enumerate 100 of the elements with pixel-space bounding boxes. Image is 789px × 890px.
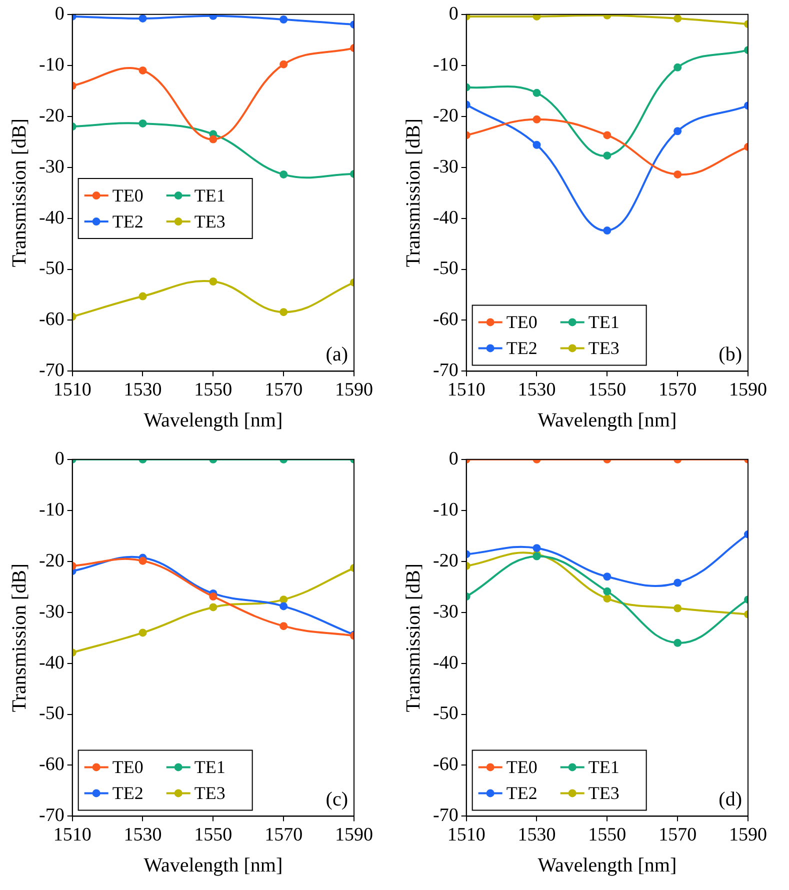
x-tick-label: 1510 <box>53 380 92 401</box>
x-axis-title: Wavelength [nm] <box>144 854 283 876</box>
point <box>532 140 541 149</box>
x-tick-label: 1570 <box>658 824 697 846</box>
y-tick-label: -40 <box>433 207 458 228</box>
x-tick-label: 1530 <box>124 824 162 846</box>
y-tick-label: 0 <box>54 448 64 470</box>
y-tick-label: -70 <box>433 360 458 382</box>
x-tick-label: 1510 <box>447 824 486 846</box>
x-tick-label: 1510 <box>447 380 486 401</box>
point <box>138 119 147 128</box>
point <box>138 292 147 300</box>
y-tick-label: -10 <box>39 54 64 76</box>
point <box>532 544 541 552</box>
annotation: (a) <box>326 343 348 366</box>
x-tick-label: 1530 <box>518 380 556 401</box>
x-tick-label: 1550 <box>194 824 232 846</box>
x-tick-label: 1530 <box>518 824 556 846</box>
legend-label: TE3 <box>588 782 620 803</box>
legend-label: TE0 <box>506 312 538 332</box>
y-tick-label: -60 <box>433 309 458 330</box>
y-tick-label: -30 <box>39 601 64 622</box>
x-tick-label: 1530 <box>124 380 162 401</box>
y-tick-label: -70 <box>433 805 458 826</box>
x-axis-title: Wavelength [nm] <box>144 409 283 432</box>
y-tick-label: -50 <box>433 703 458 724</box>
y-tick-label: -10 <box>433 54 458 76</box>
x-tick-label: 1570 <box>264 824 303 846</box>
y-tick-label: -10 <box>433 499 458 520</box>
y-axis-title: Transmission [dB] <box>8 563 30 712</box>
x-tick-label: 1550 <box>588 380 626 401</box>
y-tick-label: 0 <box>54 3 64 24</box>
point <box>209 603 218 612</box>
point <box>532 88 541 97</box>
point <box>674 604 682 612</box>
point <box>138 14 147 22</box>
legend-label: TE1 <box>588 312 620 332</box>
legend-label: TE1 <box>588 756 620 777</box>
legend-label: TE0 <box>112 185 144 206</box>
point <box>209 135 218 144</box>
legend-label: TE0 <box>506 756 538 777</box>
point <box>209 592 218 601</box>
point <box>532 115 541 124</box>
x-tick-label: 1510 <box>53 824 92 846</box>
point <box>138 556 147 565</box>
y-axis-title: Transmission [dB] <box>402 118 424 268</box>
y-tick-label: -20 <box>433 550 458 572</box>
legend-label: TE2 <box>112 211 144 232</box>
y-tick-label: -40 <box>39 652 64 674</box>
x-tick-label: 1590 <box>729 380 767 401</box>
y-tick-label: 0 <box>448 3 458 24</box>
y-tick-label: -70 <box>39 360 64 382</box>
y-tick-label: -50 <box>433 258 458 280</box>
legend-label: TE3 <box>194 211 226 232</box>
legend-label: TE2 <box>506 338 538 358</box>
x-tick-label: 1550 <box>588 824 626 846</box>
point <box>674 170 682 178</box>
point <box>674 638 682 647</box>
point <box>603 572 612 581</box>
y-tick-label: -50 <box>39 258 64 280</box>
point <box>280 622 288 630</box>
y-tick-label: 0 <box>448 448 458 470</box>
x-axis-title: Wavelength [nm] <box>538 854 677 876</box>
point <box>138 628 147 637</box>
y-tick-label: -60 <box>433 754 458 776</box>
y-tick-label: -30 <box>433 601 458 622</box>
y-tick-label: -20 <box>39 105 64 126</box>
x-tick-label: 1570 <box>264 380 303 401</box>
point <box>280 308 288 316</box>
annotation: (b) <box>718 343 742 366</box>
annotation: (d) <box>718 788 742 810</box>
y-tick-label: -40 <box>39 207 64 228</box>
point <box>603 152 612 160</box>
point <box>603 587 612 596</box>
point <box>532 14 541 20</box>
point <box>280 602 288 610</box>
y-tick-label: -70 <box>39 805 64 826</box>
x-tick-label: 1590 <box>335 824 373 846</box>
y-tick-label: -20 <box>433 105 458 126</box>
y-tick-label: -30 <box>39 156 64 178</box>
point <box>280 60 288 68</box>
y-tick-label: -50 <box>39 703 64 724</box>
legend-label: TE2 <box>506 782 538 803</box>
y-axis-title: Transmission [dB] <box>8 118 30 268</box>
point <box>209 277 218 286</box>
annotation: (c) <box>326 788 348 810</box>
y-tick-label: -20 <box>39 550 64 572</box>
point <box>280 596 288 604</box>
point <box>138 66 147 74</box>
legend-label: TE3 <box>588 338 620 358</box>
point <box>674 63 682 72</box>
y-tick-label: -60 <box>39 309 64 330</box>
point <box>280 15 288 24</box>
x-tick-label: 1590 <box>729 824 767 846</box>
legend-label: TE2 <box>112 782 144 803</box>
point <box>603 131 612 140</box>
point <box>603 594 612 603</box>
x-axis-title: Wavelength [nm] <box>538 409 677 432</box>
y-tick-label: -60 <box>39 754 64 776</box>
y-axis-title: Transmission [dB] <box>402 563 424 712</box>
